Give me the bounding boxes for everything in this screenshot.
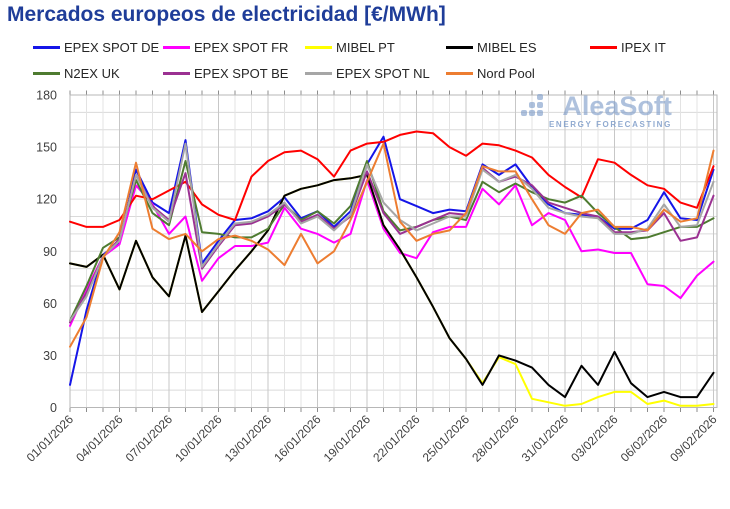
legend-item-nord-pool: Nord Pool bbox=[446, 65, 535, 81]
legend-swatch-mibel-es bbox=[446, 45, 473, 49]
legend-swatch-nord-pool bbox=[446, 71, 473, 75]
series-line-mibel-es bbox=[69, 173, 715, 399]
x-axis-label: 03/02/2026 bbox=[568, 412, 621, 465]
x-axis-label: 16/01/2026 bbox=[271, 412, 324, 465]
legend-swatch-epex-spot-be bbox=[163, 71, 190, 75]
legend-label: EPEX SPOT NL bbox=[336, 65, 430, 81]
legend-swatch-n2ex-uk bbox=[33, 71, 60, 75]
legend-item-epex-spot-be: EPEX SPOT BE bbox=[163, 65, 288, 81]
legend-label: EPEX SPOT FR bbox=[194, 39, 289, 55]
series-line-n2ex-uk bbox=[69, 160, 715, 322]
legend-swatch-epex-spot-de bbox=[33, 45, 60, 49]
legend-item-n2ex-uk: N2EX UK bbox=[33, 65, 120, 81]
legend-label: MIBEL ES bbox=[477, 39, 537, 55]
legend-item-epex-spot-de: EPEX SPOT DE bbox=[33, 39, 159, 55]
legend-swatch-epex-spot-fr bbox=[163, 45, 190, 49]
x-axis-label: 01/01/2026 bbox=[24, 412, 77, 465]
page-title: Mercados europeos de electricidad [€/MWh… bbox=[7, 3, 446, 26]
legend-label: EPEX SPOT BE bbox=[194, 65, 289, 81]
y-axis-label: 90 bbox=[43, 245, 57, 259]
x-axis-label: 31/01/2026 bbox=[519, 412, 572, 465]
y-axis-label: 0 bbox=[50, 401, 57, 415]
y-axis-label: 150 bbox=[36, 141, 57, 155]
legend-swatch-mibel-pt bbox=[305, 45, 332, 49]
y-axis-label: 60 bbox=[43, 297, 57, 311]
x-axis-label: 13/01/2026 bbox=[222, 412, 275, 465]
series-line-epex-spot-fr bbox=[69, 179, 715, 327]
legend-item-mibel-pt: MIBEL PT bbox=[305, 39, 395, 55]
legend-label: Nord Pool bbox=[477, 65, 535, 81]
legend-label: EPEX SPOT DE bbox=[64, 39, 160, 55]
series-line-epex-spot-be bbox=[69, 166, 715, 324]
x-axis-label: 10/01/2026 bbox=[172, 412, 225, 465]
x-axis-label: 09/02/2026 bbox=[667, 412, 720, 465]
legend-swatch-ipex-it bbox=[590, 45, 617, 49]
series-line-epex-spot-de bbox=[69, 135, 715, 386]
y-axis-label: 180 bbox=[36, 89, 57, 103]
plot-frame bbox=[69, 94, 718, 408]
legend-label: IPEX IT bbox=[621, 39, 666, 55]
x-axis-label: 06/02/2026 bbox=[618, 412, 671, 465]
series-line-mibel-pt bbox=[69, 173, 715, 407]
legend-item-epex-spot-nl: EPEX SPOT NL bbox=[305, 65, 430, 81]
x-axis-label: 25/01/2026 bbox=[420, 412, 473, 465]
legend-item-ipex-it: IPEX IT bbox=[590, 39, 666, 55]
y-axis-label: 120 bbox=[36, 193, 57, 207]
x-axis-label: 28/01/2026 bbox=[469, 412, 522, 465]
legend-label: N2EX UK bbox=[64, 65, 120, 81]
series-line-epex-spot-nl bbox=[69, 142, 715, 322]
chart-legend: EPEX SPOT DE EPEX SPOT FR MIBEL PT MIBEL ES… bbox=[0, 0, 730, 90]
legend-item-mibel-es: MIBEL ES bbox=[446, 39, 536, 55]
legend-label: MIBEL PT bbox=[336, 39, 395, 55]
y-axis-label: 30 bbox=[43, 349, 57, 363]
legend-swatch-epex-spot-nl bbox=[305, 71, 332, 75]
x-axis-label: 22/01/2026 bbox=[370, 412, 423, 465]
series-line-nord-pool bbox=[69, 142, 715, 348]
x-axis-label: 04/01/2026 bbox=[73, 412, 126, 465]
x-axis-label: 19/01/2026 bbox=[321, 412, 374, 465]
x-axis-label: 07/01/2026 bbox=[123, 412, 176, 465]
legend-item-epex-spot-fr: EPEX SPOT FR bbox=[163, 39, 288, 55]
